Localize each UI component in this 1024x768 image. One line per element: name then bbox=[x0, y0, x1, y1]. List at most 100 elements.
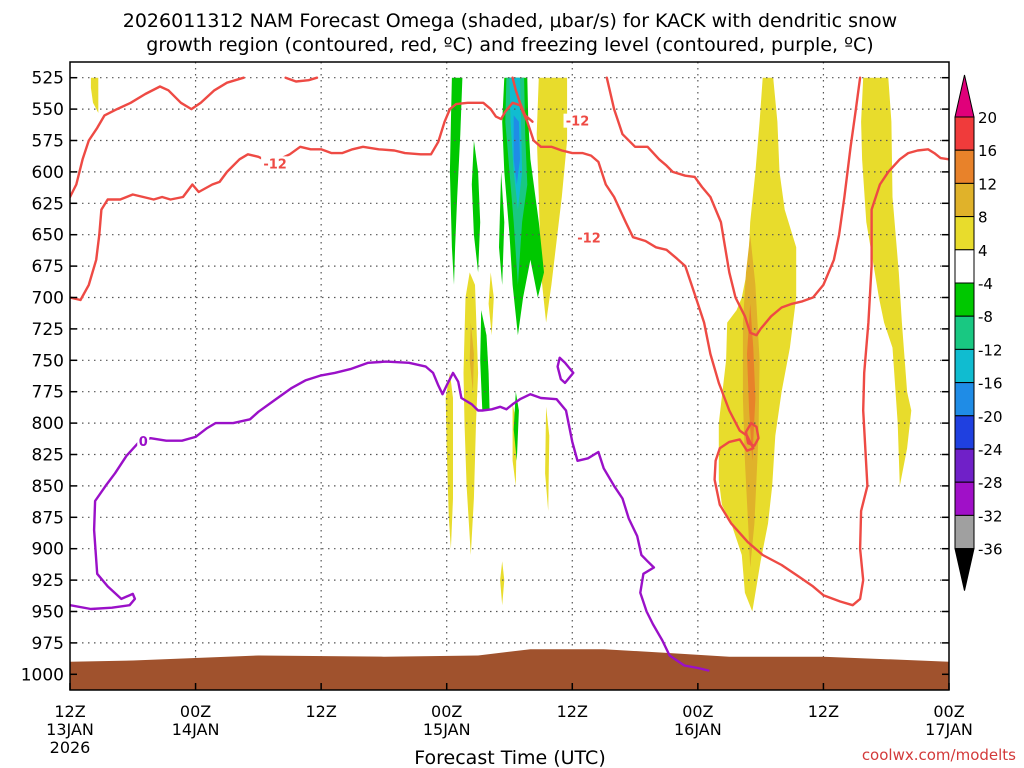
plot-content: -12 -12 -12 0 bbox=[70, 62, 949, 690]
colorbar-label-3: 8 bbox=[978, 209, 988, 227]
colorbar-label-6: -8 bbox=[978, 308, 993, 326]
y-tick-label-1000: 1000 bbox=[21, 665, 64, 685]
colorbar-bin-10 bbox=[954, 448, 975, 483]
dgz-lower-contour-label-bg bbox=[563, 113, 592, 128]
x-tick-label-36-2: 15JAN bbox=[423, 720, 471, 739]
omega-shade-21 bbox=[513, 115, 520, 185]
dgz-lower-contour-label: -12 bbox=[566, 115, 590, 130]
colorbar-bin-1 bbox=[954, 149, 975, 184]
x-axis-label: Forecast Time (UTC) bbox=[414, 747, 605, 768]
y-tick-label-550: 550 bbox=[32, 100, 64, 120]
omega-shade-8 bbox=[545, 406, 550, 511]
omega-shade-11 bbox=[469, 322, 474, 392]
colorbar-bin-9 bbox=[954, 415, 975, 450]
dgz-upper-contour bbox=[70, 101, 949, 607]
x-tick-label-60-2: 16JAN bbox=[674, 720, 722, 739]
terrain-surface bbox=[70, 649, 949, 690]
colorbar-bin-6 bbox=[954, 315, 975, 350]
colorbar-bottom-arrow bbox=[954, 548, 975, 591]
colorbar-label-7: -12 bbox=[978, 341, 1003, 359]
omega-shade-17 bbox=[499, 171, 505, 285]
dgz-island-contour bbox=[744, 421, 760, 447]
y-tick-label-875: 875 bbox=[32, 508, 64, 528]
colorbar-bin-7 bbox=[954, 348, 975, 384]
y-tick-label-825: 825 bbox=[32, 446, 64, 466]
colorbar-label-1: 16 bbox=[978, 142, 997, 160]
colorbar-bin-0 bbox=[954, 116, 975, 151]
colorbar-label-4: 4 bbox=[978, 242, 988, 260]
plot-frame bbox=[69, 61, 950, 691]
omega-shade-0 bbox=[90, 77, 99, 113]
dgz-lower-contour-2 bbox=[284, 76, 319, 83]
y-tick-label-650: 650 bbox=[32, 226, 64, 246]
dgz-upper-contour-label: -12 bbox=[263, 157, 287, 172]
freezing-level-contour-label-bg bbox=[137, 433, 150, 448]
dgz-right-contour-label-bg bbox=[575, 230, 604, 245]
colorbar-label-0: 20 bbox=[978, 109, 997, 127]
omega-shade-4 bbox=[445, 372, 453, 549]
dgz-upper-contour-label-bg bbox=[261, 156, 290, 171]
y-tick-label-900: 900 bbox=[32, 540, 64, 560]
y-tick-label-975: 975 bbox=[32, 634, 64, 654]
colorbar-bin-5 bbox=[954, 282, 975, 317]
colorbar-bin-2 bbox=[954, 182, 975, 218]
dgz-right-contour-label: -12 bbox=[577, 231, 601, 246]
y-tick-label-950: 950 bbox=[32, 603, 64, 623]
x-tick-label-84-1: 00Z bbox=[933, 702, 964, 721]
x-tick-label-72-1: 12Z bbox=[808, 702, 839, 721]
x-tick-label-24-1: 12Z bbox=[305, 702, 336, 721]
title-line-2: growth region (contoured, red, ºC) and f… bbox=[146, 34, 873, 56]
colorbar-bin-12 bbox=[954, 514, 975, 550]
dgz-right-contour bbox=[511, 76, 534, 123]
omega-shade-9 bbox=[500, 561, 505, 606]
colorbar-bin-3 bbox=[954, 216, 975, 251]
y-tick-label-700: 700 bbox=[32, 289, 64, 309]
axes: 525 550 575 600 625 650 675 700 725 750 775 800 825 8… bbox=[21, 61, 973, 757]
colorbar: 20 16 12 8 4 -4 -8 -12 -16 -20 -24 -28 -32 -36 bbox=[954, 74, 1003, 591]
y-tick-label-600: 600 bbox=[32, 163, 64, 183]
colorbar-label-13: -36 bbox=[978, 541, 1003, 559]
chart-title: 2026011312 NAM Forecast Omega (shaded, μ… bbox=[123, 10, 897, 56]
omega-shade-14 bbox=[471, 140, 481, 273]
y-tick-label-750: 750 bbox=[32, 351, 64, 371]
y-tick-label-675: 675 bbox=[32, 257, 64, 277]
colorbar-label-8: -16 bbox=[978, 375, 1003, 393]
omega-shade-6 bbox=[488, 272, 494, 336]
plot-area: -12 -12 -12 0 bbox=[70, 62, 949, 690]
colorbar-bin-8 bbox=[954, 382, 975, 417]
colorbar-label-12: -32 bbox=[978, 507, 1003, 525]
y-tick-label-925: 925 bbox=[32, 571, 64, 591]
omega-shade-3 bbox=[861, 77, 912, 486]
x-tick-label-36-1: 00Z bbox=[431, 702, 462, 721]
x-tick-label-0-1: 12Z bbox=[54, 702, 85, 721]
y-tick-label-525: 525 bbox=[32, 69, 64, 89]
x-tick-label-0-3: 2026 bbox=[50, 738, 91, 757]
x-tick-label-12-1: 00Z bbox=[180, 702, 211, 721]
y-tick-label-775: 775 bbox=[32, 383, 64, 403]
x-tick-label-0-2: 13JAN bbox=[46, 720, 94, 739]
freezing-level-contour-label: 0 bbox=[139, 435, 148, 450]
x-tick-label-84-2: 17JAN bbox=[925, 720, 973, 739]
y-tick-label-575: 575 bbox=[32, 132, 64, 152]
colorbar-label-5: -4 bbox=[978, 275, 993, 293]
omega-shade-5 bbox=[463, 272, 479, 555]
omega-shade-18 bbox=[513, 391, 519, 461]
omega-shade-13 bbox=[449, 77, 463, 285]
x-tick-label-12-2: 14JAN bbox=[172, 720, 220, 739]
colorbar-label-9: -20 bbox=[978, 408, 1003, 426]
colorbar-top-arrow bbox=[954, 74, 975, 118]
y-tick-label-725: 725 bbox=[32, 320, 64, 340]
freezing-level-contour bbox=[70, 360, 710, 672]
omega-shade-1 bbox=[536, 77, 568, 323]
colorbar-label-10: -24 bbox=[978, 441, 1003, 459]
colorbar-label-11: -28 bbox=[978, 474, 1003, 492]
title-line-1: 2026011312 NAM Forecast Omega (shaded, μ… bbox=[123, 10, 897, 32]
colorbar-bin-4 bbox=[954, 249, 975, 284]
y-tick-label-850: 850 bbox=[32, 477, 64, 497]
credit-text[interactable]: coolwx.com/modelts bbox=[862, 746, 1016, 764]
dgz-lower-contour bbox=[70, 76, 245, 199]
y-tick-label-625: 625 bbox=[32, 194, 64, 214]
omega-shade-12 bbox=[747, 303, 756, 461]
y-tick-label-800: 800 bbox=[32, 414, 64, 434]
